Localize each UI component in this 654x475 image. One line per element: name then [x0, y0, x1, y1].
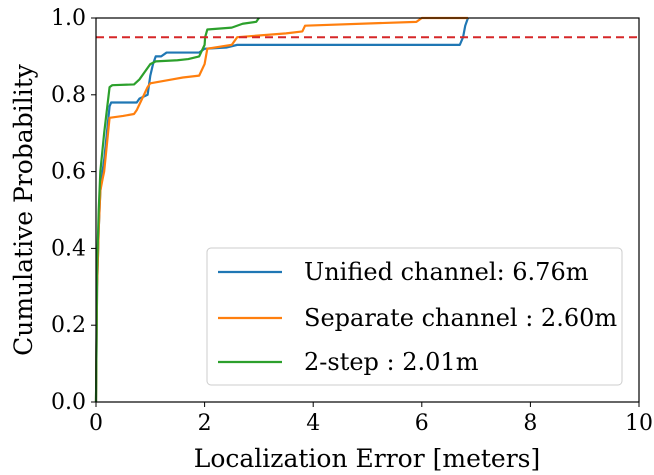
x-tick-label: 10 [625, 411, 653, 436]
series-layer [94, 16, 469, 403]
x-tick-label: 2 [198, 411, 212, 436]
legend-label-3: 2-step : 2.01m [304, 348, 479, 376]
x-tick-label: 6 [415, 411, 429, 436]
y-axis: 0.0 0.2 0.4 0.6 0.8 1.0 [51, 6, 96, 415]
series-line-3 [94, 17, 260, 403]
x-axis: 0 2 4 6 8 10 [89, 402, 653, 436]
y-tick-label: 0.0 [51, 390, 86, 415]
legend: Unified channel: 6.76m Separate channel :… [206, 247, 623, 386]
x-tick-label: 0 [89, 411, 103, 436]
x-tick-label: 4 [306, 411, 320, 436]
legend-label-1: Unified channel: 6.76m [304, 258, 589, 286]
y-tick-label: 0.2 [51, 313, 86, 338]
y-tick-label: 0.6 [51, 160, 86, 185]
legend-label-2: Separate channel : 2.60m [304, 304, 617, 332]
legend-items: Unified channel: 6.76m Separate channel :… [218, 258, 617, 376]
x-tick-label: 8 [523, 411, 537, 436]
series-line-1 [94, 17, 469, 403]
legend-box [206, 247, 623, 386]
y-tick-label: 0.8 [51, 83, 86, 108]
plot-area [94, 16, 640, 403]
x-axis-label: Localization Error [meters] [194, 444, 541, 473]
plot-frame [95, 17, 640, 403]
series-line-2 [94, 16, 468, 403]
y-axis-label: Cumulative Probability [9, 63, 38, 356]
y-tick-label: 0.4 [51, 236, 86, 261]
y-tick-label: 1.0 [51, 6, 86, 31]
